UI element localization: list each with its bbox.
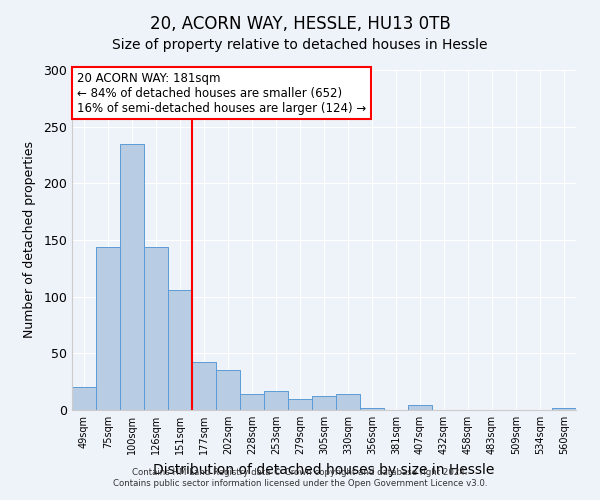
Y-axis label: Number of detached properties: Number of detached properties <box>23 142 37 338</box>
Bar <box>408 406 432 410</box>
Bar <box>288 398 312 410</box>
Bar <box>168 290 192 410</box>
Bar <box>312 396 336 410</box>
Bar <box>264 390 288 410</box>
Bar <box>552 408 576 410</box>
X-axis label: Distribution of detached houses by size in Hessle: Distribution of detached houses by size … <box>154 462 494 476</box>
Text: 20 ACORN WAY: 181sqm
← 84% of detached houses are smaller (652)
16% of semi-deta: 20 ACORN WAY: 181sqm ← 84% of detached h… <box>77 72 366 114</box>
Bar <box>216 370 240 410</box>
Bar <box>240 394 264 410</box>
Bar <box>192 362 216 410</box>
Text: Size of property relative to detached houses in Hessle: Size of property relative to detached ho… <box>112 38 488 52</box>
Text: 20, ACORN WAY, HESSLE, HU13 0TB: 20, ACORN WAY, HESSLE, HU13 0TB <box>149 15 451 33</box>
Bar <box>96 247 120 410</box>
Bar <box>120 144 144 410</box>
Bar <box>336 394 360 410</box>
Text: Contains HM Land Registry data © Crown copyright and database right 2024.
Contai: Contains HM Land Registry data © Crown c… <box>113 468 487 487</box>
Bar <box>72 388 96 410</box>
Bar <box>360 408 384 410</box>
Bar <box>144 247 168 410</box>
